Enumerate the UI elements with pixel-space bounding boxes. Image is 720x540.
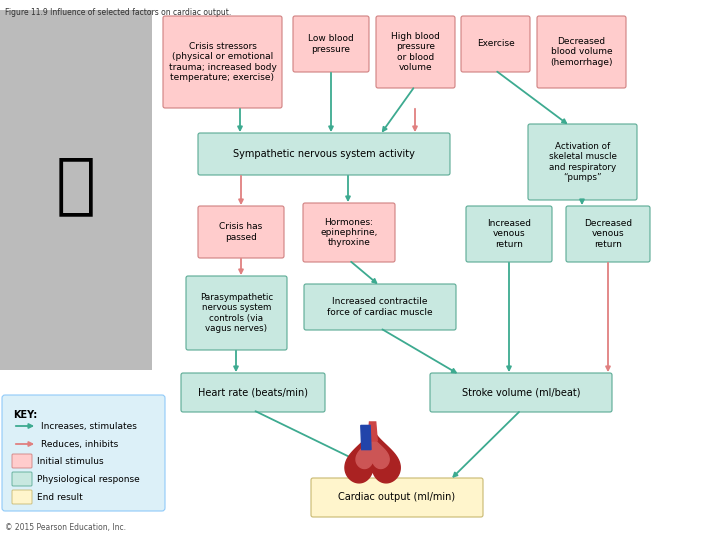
Text: © 2015 Pearson Education, Inc.: © 2015 Pearson Education, Inc. — [5, 523, 126, 532]
Text: Initial stimulus: Initial stimulus — [37, 457, 104, 467]
Text: Increased
venous
return: Increased venous return — [487, 219, 531, 249]
Text: Activation of
skeletal muscle
and respiratory
“pumps”: Activation of skeletal muscle and respir… — [549, 142, 616, 182]
Text: Exercise: Exercise — [477, 39, 514, 49]
Text: 🏃: 🏃 — [56, 152, 96, 218]
Text: Increased contractile
force of cardiac muscle: Increased contractile force of cardiac m… — [327, 298, 433, 316]
Polygon shape — [356, 435, 390, 469]
Polygon shape — [368, 422, 377, 441]
Text: Increases, stimulates: Increases, stimulates — [41, 422, 137, 430]
FancyBboxPatch shape — [198, 206, 284, 258]
FancyBboxPatch shape — [12, 472, 32, 486]
FancyBboxPatch shape — [12, 454, 32, 468]
Text: KEY:: KEY: — [13, 410, 37, 420]
Text: High blood
pressure
or blood
volume: High blood pressure or blood volume — [391, 32, 440, 72]
Text: Hormones:
epinephrine,
thyroxine: Hormones: epinephrine, thyroxine — [320, 218, 378, 247]
FancyBboxPatch shape — [537, 16, 626, 88]
Text: Crisis has
passed: Crisis has passed — [220, 222, 263, 242]
FancyBboxPatch shape — [303, 203, 395, 262]
FancyBboxPatch shape — [181, 373, 325, 412]
Text: Parasympathetic
nervous system
controls (via
vagus nerves): Parasympathetic nervous system controls … — [200, 293, 273, 333]
FancyBboxPatch shape — [430, 373, 612, 412]
FancyBboxPatch shape — [466, 206, 552, 262]
FancyBboxPatch shape — [163, 16, 282, 108]
FancyBboxPatch shape — [311, 478, 483, 517]
Text: Crisis stressors
(physical or emotional
trauma; increased body
temperature; exer: Crisis stressors (physical or emotional … — [168, 42, 276, 82]
FancyBboxPatch shape — [376, 16, 455, 88]
FancyBboxPatch shape — [304, 284, 456, 330]
FancyBboxPatch shape — [12, 490, 32, 504]
Polygon shape — [345, 427, 400, 483]
Text: Heart rate (beats/min): Heart rate (beats/min) — [198, 388, 308, 397]
Text: Figure 11.9 Influence of selected factors on cardiac output.: Figure 11.9 Influence of selected factor… — [5, 8, 231, 17]
Text: Cardiac output (ml/min): Cardiac output (ml/min) — [338, 492, 456, 503]
Text: Stroke volume (ml/beat): Stroke volume (ml/beat) — [462, 388, 580, 397]
Text: End result: End result — [37, 494, 83, 503]
Text: Physiological response: Physiological response — [37, 476, 140, 484]
FancyBboxPatch shape — [461, 16, 530, 72]
FancyBboxPatch shape — [2, 395, 165, 511]
FancyBboxPatch shape — [566, 206, 650, 262]
FancyBboxPatch shape — [198, 133, 450, 175]
Text: Decreased
venous
return: Decreased venous return — [584, 219, 632, 249]
FancyBboxPatch shape — [186, 276, 287, 350]
FancyBboxPatch shape — [293, 16, 369, 72]
Bar — [0, 10, 152, 370]
Text: Reduces, inhibits: Reduces, inhibits — [41, 440, 118, 449]
Text: Sympathetic nervous system activity: Sympathetic nervous system activity — [233, 149, 415, 159]
FancyBboxPatch shape — [528, 124, 637, 200]
Polygon shape — [361, 426, 371, 450]
Text: Low blood
pressure: Low blood pressure — [308, 35, 354, 53]
Text: Decreased
blood volume
(hemorrhage): Decreased blood volume (hemorrhage) — [550, 37, 613, 67]
